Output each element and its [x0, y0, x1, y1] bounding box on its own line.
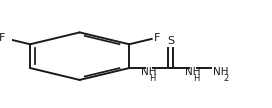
Text: NH: NH	[213, 67, 228, 77]
Text: NH: NH	[141, 67, 156, 77]
Text: NH: NH	[185, 67, 201, 77]
Text: F: F	[0, 33, 5, 43]
Text: F: F	[154, 33, 161, 43]
Text: 2: 2	[223, 74, 228, 83]
Text: S: S	[167, 36, 174, 46]
Text: H: H	[149, 74, 156, 83]
Text: H: H	[193, 74, 200, 83]
